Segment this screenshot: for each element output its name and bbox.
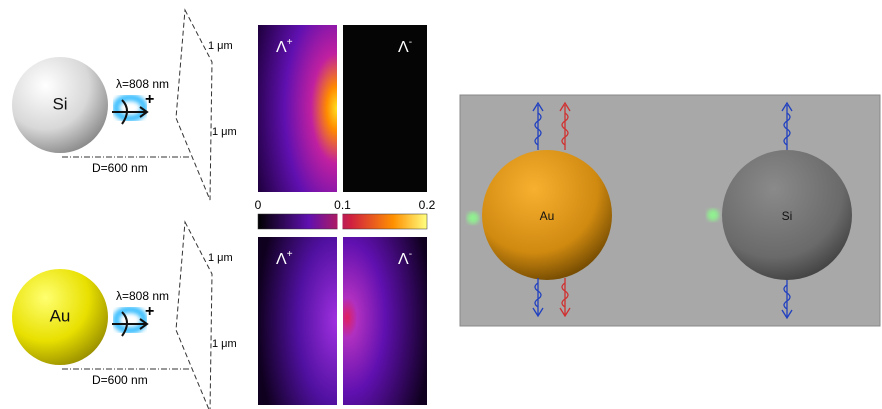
map-label: Λ+ bbox=[276, 37, 293, 57]
map-symbol: Λ bbox=[276, 39, 287, 56]
particle-label: Si bbox=[52, 94, 67, 113]
particle-label: Au bbox=[50, 306, 71, 325]
map-superscript: + bbox=[287, 249, 293, 260]
focal-plane bbox=[175, 8, 213, 201]
map-superscript: - bbox=[409, 37, 412, 48]
plus-sign: + bbox=[145, 91, 154, 108]
map-label: Λ- bbox=[398, 249, 412, 269]
map-symbol: Λ bbox=[398, 39, 409, 56]
map-symbol: Λ bbox=[398, 251, 409, 268]
colorbar-tick-label: 0.1 bbox=[334, 198, 351, 212]
colorbar-tick-label: 0 bbox=[255, 198, 262, 212]
map-lambda-plus-au bbox=[258, 237, 337, 405]
map-lambda-minus-si bbox=[343, 25, 427, 192]
scale-label: 1 μm bbox=[212, 338, 237, 350]
beam-arrow bbox=[112, 311, 149, 337]
scale-label: 1 μm bbox=[212, 126, 237, 138]
map-lambda-minus-au bbox=[343, 237, 427, 405]
map-label: Λ- bbox=[398, 37, 412, 57]
scattering-arrows bbox=[532, 101, 793, 320]
scale-label: 1 μm bbox=[208, 40, 233, 52]
scene-particle-label: Au bbox=[540, 209, 555, 223]
scale-label: 1 μm bbox=[208, 252, 233, 264]
focal-plane bbox=[175, 220, 213, 409]
beam-arrow bbox=[112, 99, 149, 125]
beam-spot bbox=[467, 212, 479, 224]
scene-particle-label: Si bbox=[782, 209, 793, 223]
map-symbol: Λ bbox=[276, 251, 287, 268]
wavelength: λ=808 nm bbox=[116, 289, 169, 303]
map-superscript: + bbox=[287, 37, 293, 48]
polarization-ring bbox=[112, 94, 148, 122]
beam-spot bbox=[707, 209, 719, 221]
wavelength: λ=808 nm bbox=[116, 77, 169, 91]
diameter: D=600 nm bbox=[92, 161, 148, 175]
diameter: D=600 nm bbox=[92, 373, 148, 387]
map-label: Λ+ bbox=[276, 249, 293, 269]
plus-sign: + bbox=[145, 303, 154, 320]
particle bbox=[12, 269, 108, 365]
map-superscript: - bbox=[409, 249, 412, 260]
au-particle-3d bbox=[482, 150, 612, 280]
map-lambda-plus-si bbox=[258, 25, 337, 192]
polarization-ring bbox=[112, 306, 148, 334]
colorbar-tick-label: 0.2 bbox=[419, 198, 436, 212]
particle bbox=[12, 57, 108, 153]
si-particle-3d bbox=[722, 150, 852, 280]
